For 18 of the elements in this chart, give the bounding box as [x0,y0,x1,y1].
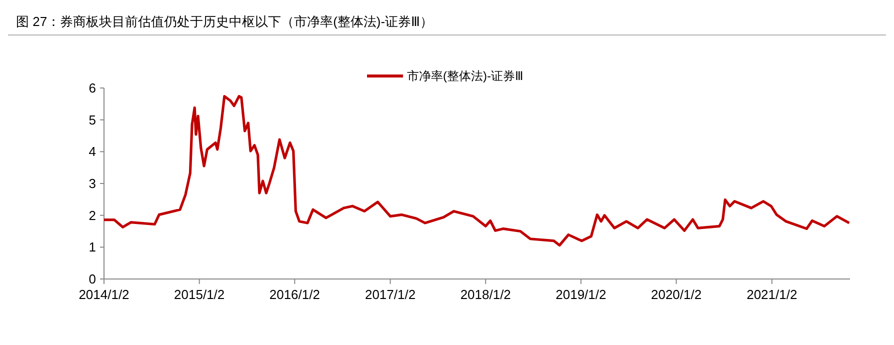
legend-label: 市净率(整体法)-证券Ⅲ [407,69,524,84]
x-tick-label: 2018/1/2 [460,287,511,302]
x-tick-label: 2020/1/2 [650,287,702,302]
y-tick-label: 4 [88,144,96,160]
y-tick-label: 1 [88,240,96,255]
chart-title: 图 27：券商板块目前估值仍处于历史中枢以下（市净率(整体法)-证券Ⅲ） [16,14,434,29]
y-tick-label: 2 [88,208,96,223]
y-tick-label: 5 [88,112,96,128]
x-tick-label: 2017/1/2 [364,287,416,302]
x-tick-label: 2016/1/2 [269,287,320,302]
line-series [102,94,851,247]
x-tick-label: 2014/1/2 [78,287,130,302]
x-tick-label: 2019/1/2 [556,287,606,302]
y-tick-label: 3 [88,176,96,192]
y-tick-label: 0 [88,272,96,287]
x-tick-label: 2015/1/2 [174,287,225,302]
y-tick-label: 6 [88,80,96,96]
x-tick-label: 2021/1/2 [746,287,798,302]
